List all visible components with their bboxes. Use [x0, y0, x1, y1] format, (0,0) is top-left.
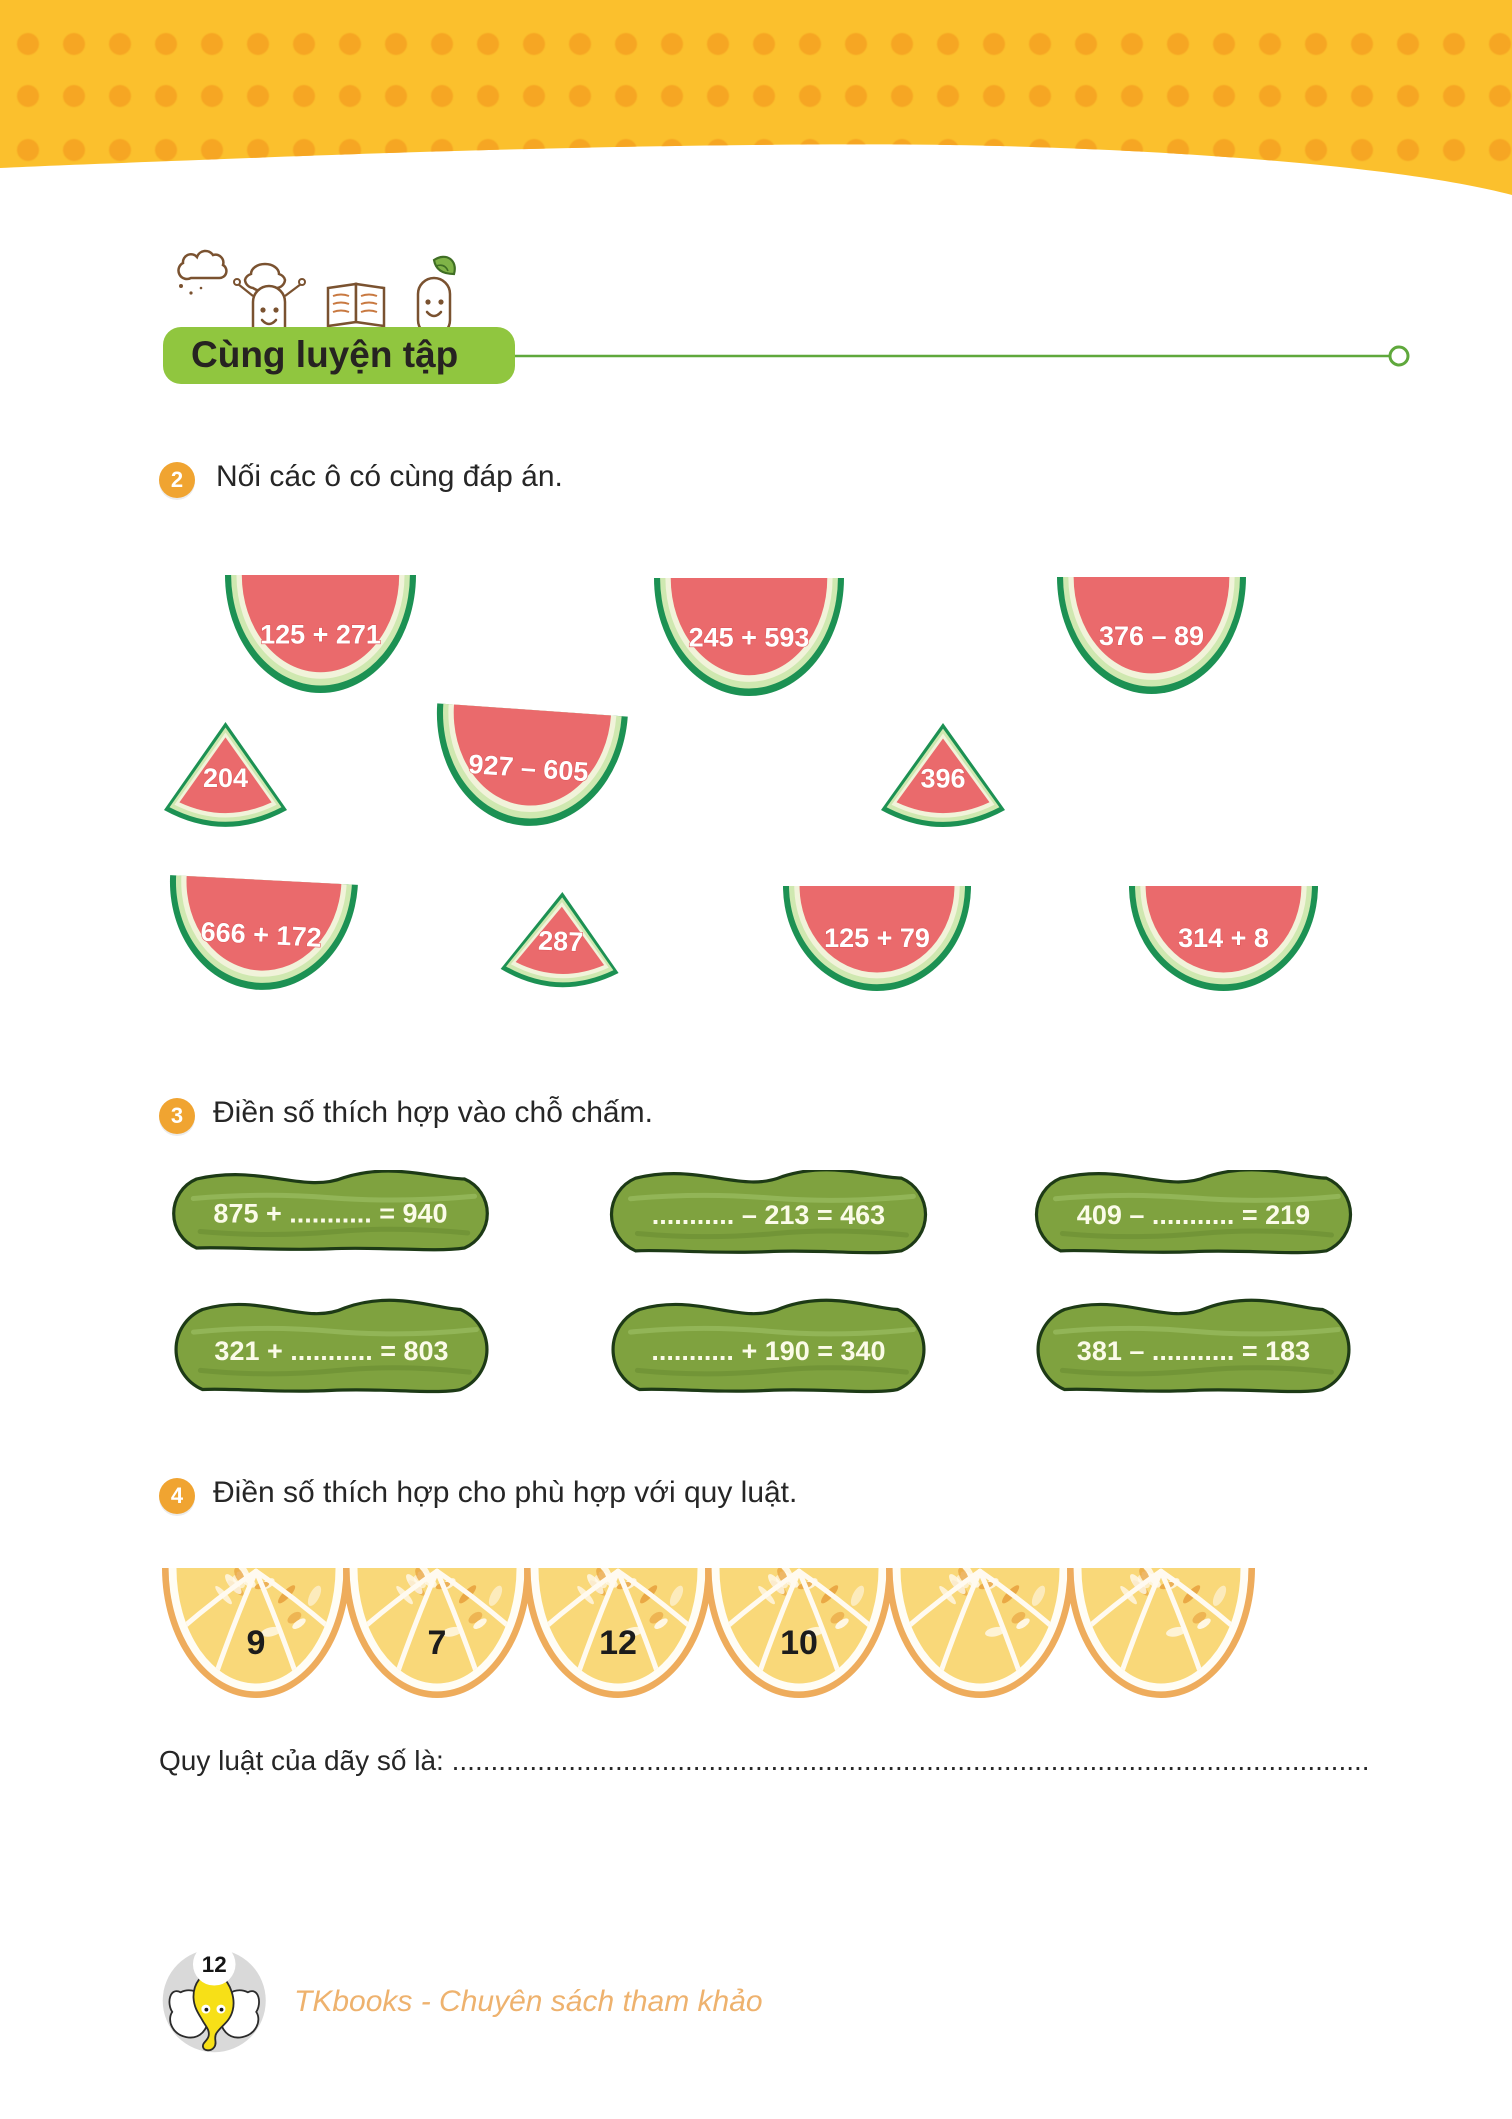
svg-text:409 – ........... = 219: 409 – ........... = 219 — [1077, 1200, 1310, 1230]
svg-text:Cùng luyện tập: Cùng luyện tập — [191, 334, 458, 375]
svg-text:396: 396 — [920, 763, 965, 793]
svg-text:TKbooks - Chuyên sách tham khả: TKbooks - Chuyên sách tham khảo — [294, 1985, 763, 2018]
svg-text:10: 10 — [780, 1624, 818, 1662]
svg-text:204: 204 — [203, 763, 248, 793]
svg-text:125 + 79: 125 + 79 — [824, 923, 930, 953]
svg-text:9: 9 — [247, 1624, 266, 1662]
svg-text:287: 287 — [538, 926, 584, 958]
svg-text:12: 12 — [599, 1624, 637, 1662]
svg-text:314 + 8: 314 + 8 — [1178, 923, 1269, 953]
svg-text:666 + 172: 666 + 172 — [200, 917, 322, 953]
svg-text:321 + ........... = 803: 321 + ........... = 803 — [214, 1336, 448, 1366]
svg-text:376 – 89: 376 – 89 — [1099, 621, 1204, 651]
svg-text:381 – ........... = 183: 381 – ........... = 183 — [1077, 1336, 1310, 1366]
svg-text:7: 7 — [428, 1624, 447, 1662]
svg-text:875 + ........... = 940: 875 + ........... = 940 — [213, 1199, 447, 1229]
svg-text:125 + 271: 125 + 271 — [260, 619, 381, 649]
svg-text:........... + 190 = 340: ........... + 190 = 340 — [651, 1336, 885, 1366]
svg-text:........... – 213 = 463: ........... – 213 = 463 — [652, 1200, 885, 1230]
svg-text:12: 12 — [202, 1952, 227, 1977]
svg-text:245 + 593: 245 + 593 — [689, 622, 810, 652]
